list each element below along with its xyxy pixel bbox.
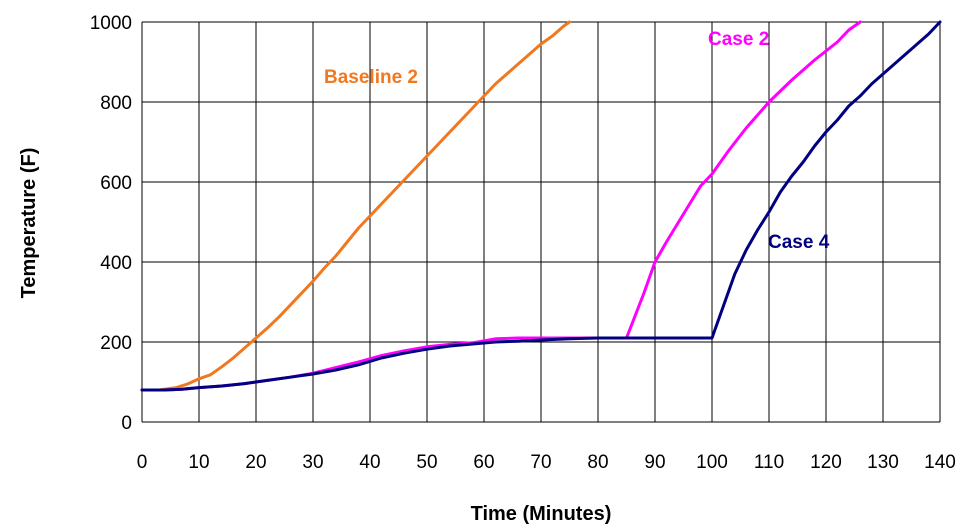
- series-label-case-4: Case 4: [768, 232, 830, 253]
- tick-labels: 0 10 20 30 40 50 60 70 80 90 100 110 120 130 140 0 200 40…: [90, 13, 956, 473]
- x-tick-label: 110: [754, 452, 784, 473]
- y-tick-label: 0: [121, 413, 132, 434]
- x-tick-label: 60: [473, 452, 494, 473]
- x-tick-label: 90: [644, 452, 665, 473]
- x-tick-label: 30: [302, 452, 323, 473]
- y-tick-label: 200: [100, 333, 132, 354]
- y-tick-label: 600: [100, 173, 132, 194]
- y-tick-label: 800: [100, 93, 132, 114]
- x-axis-title: Time (Minutes): [471, 503, 612, 525]
- series-layer: [140, 20, 942, 392]
- x-tick-label: 50: [416, 452, 437, 473]
- x-tick-label: 20: [245, 452, 266, 473]
- series-label-case-2: Case 2: [708, 29, 769, 50]
- series-line-0: [140, 20, 571, 392]
- series-label-baseline-2: Baseline 2: [324, 67, 418, 88]
- y-axis-title: Temperature (F): [18, 148, 40, 299]
- x-tick-label: 40: [359, 452, 380, 473]
- y-tick-label: 1000: [90, 13, 132, 34]
- grid-lines: [141, 21, 941, 423]
- series-line-2: [140, 20, 942, 392]
- x-tick-label: 120: [810, 452, 842, 473]
- x-tick-label: 10: [188, 452, 209, 473]
- x-tick-label: 70: [530, 452, 551, 473]
- x-tick-label: 140: [924, 452, 956, 473]
- x-tick-label: 130: [867, 452, 899, 473]
- x-tick-label: 0: [137, 452, 148, 473]
- x-tick-label: 100: [696, 452, 728, 473]
- x-tick-label: 80: [587, 452, 608, 473]
- y-tick-label: 400: [100, 253, 132, 274]
